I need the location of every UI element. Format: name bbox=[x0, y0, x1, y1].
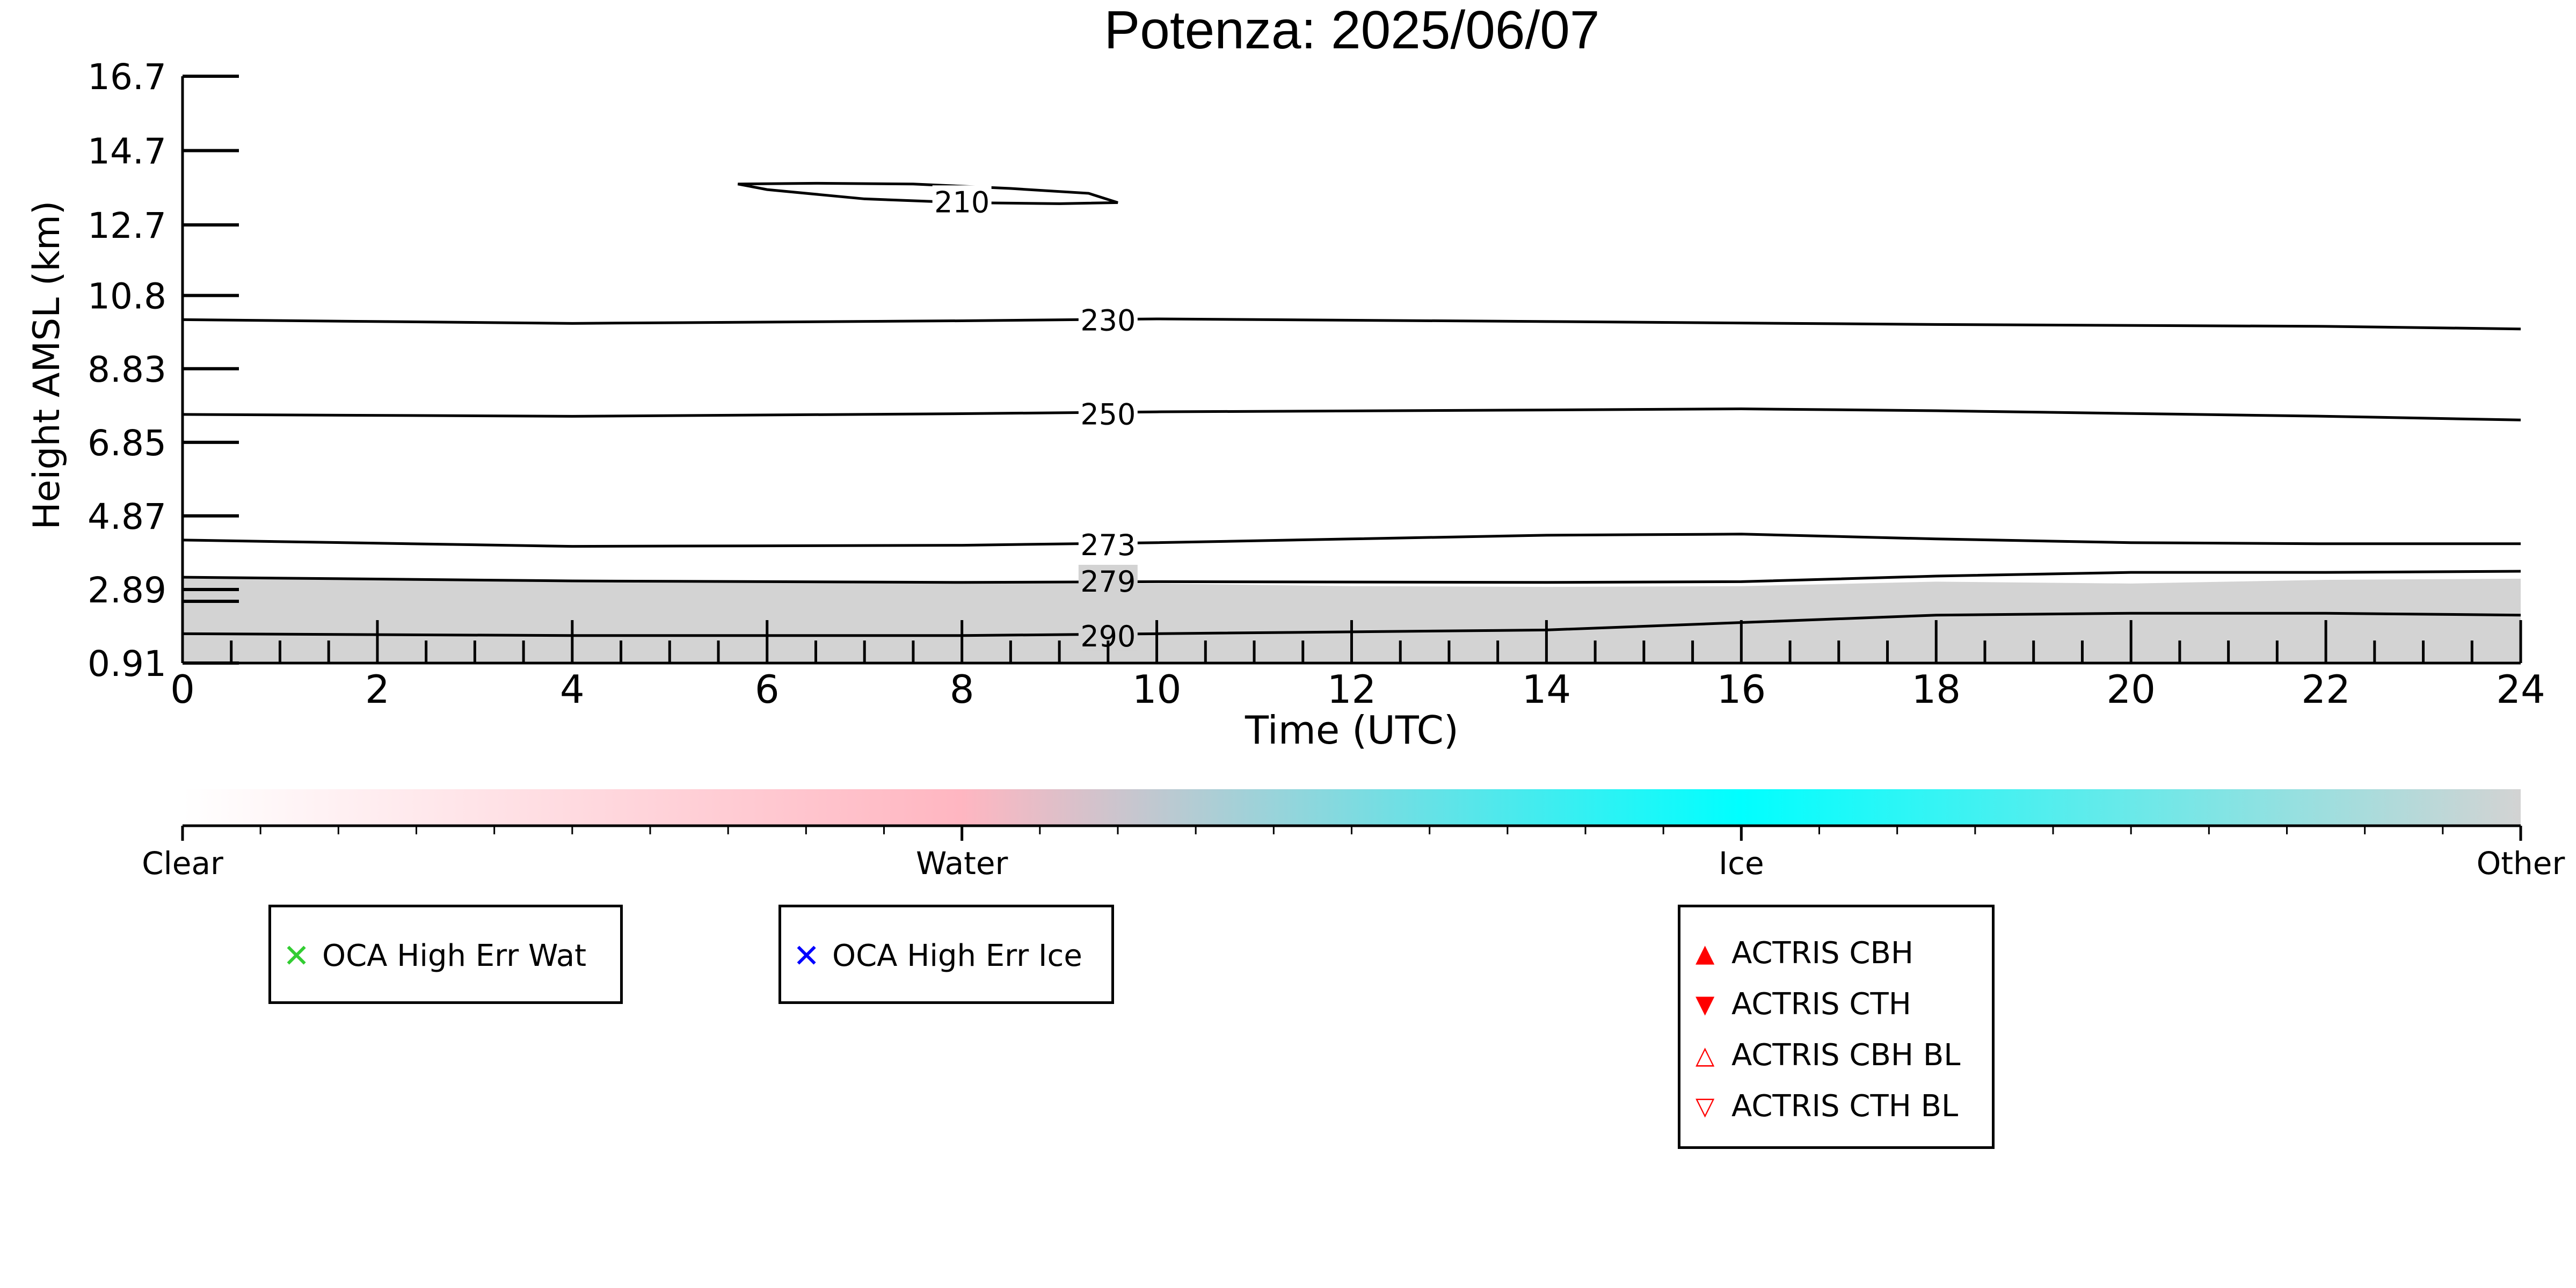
y-tick-label: 2.89 bbox=[88, 570, 166, 611]
contour-label-230: 230 bbox=[1080, 303, 1136, 337]
x-tick-label: 0 bbox=[170, 667, 195, 712]
legend-label: OCA High Err Wat bbox=[322, 938, 587, 973]
y-tick-label: 14.7 bbox=[88, 130, 166, 172]
legend-marker-icon: ✕ bbox=[283, 937, 310, 975]
x-tick-label: 16 bbox=[1717, 667, 1766, 712]
contour-label-279: 279 bbox=[1080, 565, 1136, 599]
contour-label-210: 210 bbox=[934, 185, 989, 219]
contour-label-bg bbox=[1078, 397, 1138, 429]
legend-label: OCA High Err Ice bbox=[832, 938, 1082, 973]
x-tick-label: 6 bbox=[755, 667, 780, 712]
contour-279 bbox=[182, 570, 2521, 584]
y-tick-label: 4.87 bbox=[88, 496, 166, 537]
legend-label: ACTRIS CBH bbox=[1731, 936, 1914, 971]
contour-210 bbox=[737, 181, 1118, 205]
x-tick-label: 10 bbox=[1132, 667, 1182, 712]
colorbar: Clear Water Ice Other bbox=[142, 789, 2565, 882]
x-tick-label: 14 bbox=[1522, 667, 1571, 712]
legend-label: ACTRIS CBH BL bbox=[1731, 1038, 1961, 1073]
colorbar-label-other: Other bbox=[2477, 845, 2565, 882]
contour-label-273: 273 bbox=[1080, 528, 1136, 562]
colorbar-label-clear: Clear bbox=[142, 845, 223, 882]
contour-273 bbox=[182, 533, 2521, 548]
x-tick-label: 18 bbox=[1911, 667, 1961, 712]
contour-label-bg bbox=[1078, 565, 1138, 596]
contour-label-250: 250 bbox=[1080, 398, 1136, 432]
legend-marker-icon: ✕ bbox=[793, 937, 820, 975]
legend-marker-icon: △ bbox=[1695, 1040, 1715, 1069]
x-axis-label: Time (UTC) bbox=[1245, 708, 1459, 753]
contour-label-bg bbox=[932, 185, 992, 217]
y-tick-label: 12.7 bbox=[88, 205, 166, 246]
legend-box: ✕ OCA High Err Wat bbox=[268, 905, 623, 1004]
y-tick-label: 16.7 bbox=[88, 56, 166, 98]
colorbar-label-ice: Ice bbox=[1719, 845, 1764, 882]
legend-marker-icon: ▼ bbox=[1695, 989, 1715, 1018]
colorbar-gradient bbox=[183, 789, 2521, 826]
colorbar-label-water: Water bbox=[916, 845, 1008, 882]
legend-box: ✕ OCA High Err Ice bbox=[778, 905, 1114, 1004]
contour-250 bbox=[182, 407, 2521, 421]
x-tick-label: 24 bbox=[2496, 667, 2545, 712]
plot-area: 2102302502732792900.912.894.876.858.8310… bbox=[88, 56, 2545, 712]
legend-marker-icon: ▲ bbox=[1695, 938, 1715, 967]
chart-title: Potenza: 2025/06/07 bbox=[1104, 0, 1600, 60]
y-tick-label: 6.85 bbox=[88, 423, 166, 464]
contour-label-bg bbox=[1078, 303, 1138, 335]
legend-box: ▲ ACTRIS CBH ▼ ACTRIS CTH △ ACTRIS CBH BL ▽ ACT… bbox=[1678, 905, 1995, 1149]
contour-230 bbox=[182, 317, 2521, 331]
y-tick-label: 8.83 bbox=[88, 349, 166, 390]
x-tick-label: 22 bbox=[2301, 667, 2351, 712]
x-tick-label: 4 bbox=[560, 667, 585, 712]
contour-label-bg bbox=[1078, 528, 1138, 560]
x-tick-label: 12 bbox=[1327, 667, 1377, 712]
x-tick-label: 20 bbox=[2106, 667, 2156, 712]
y-tick-label: 0.91 bbox=[88, 643, 166, 685]
legend-label: ACTRIS CTH bbox=[1731, 987, 1911, 1022]
legend-label: ACTRIS CTH BL bbox=[1731, 1089, 1959, 1124]
legend-marker-icon: ▽ bbox=[1695, 1091, 1715, 1120]
y-axis-label: Height AMSL (km) bbox=[26, 201, 68, 530]
x-tick-label: 8 bbox=[950, 667, 974, 712]
x-tick-label: 2 bbox=[365, 667, 390, 712]
y-tick-label: 10.8 bbox=[88, 275, 166, 317]
